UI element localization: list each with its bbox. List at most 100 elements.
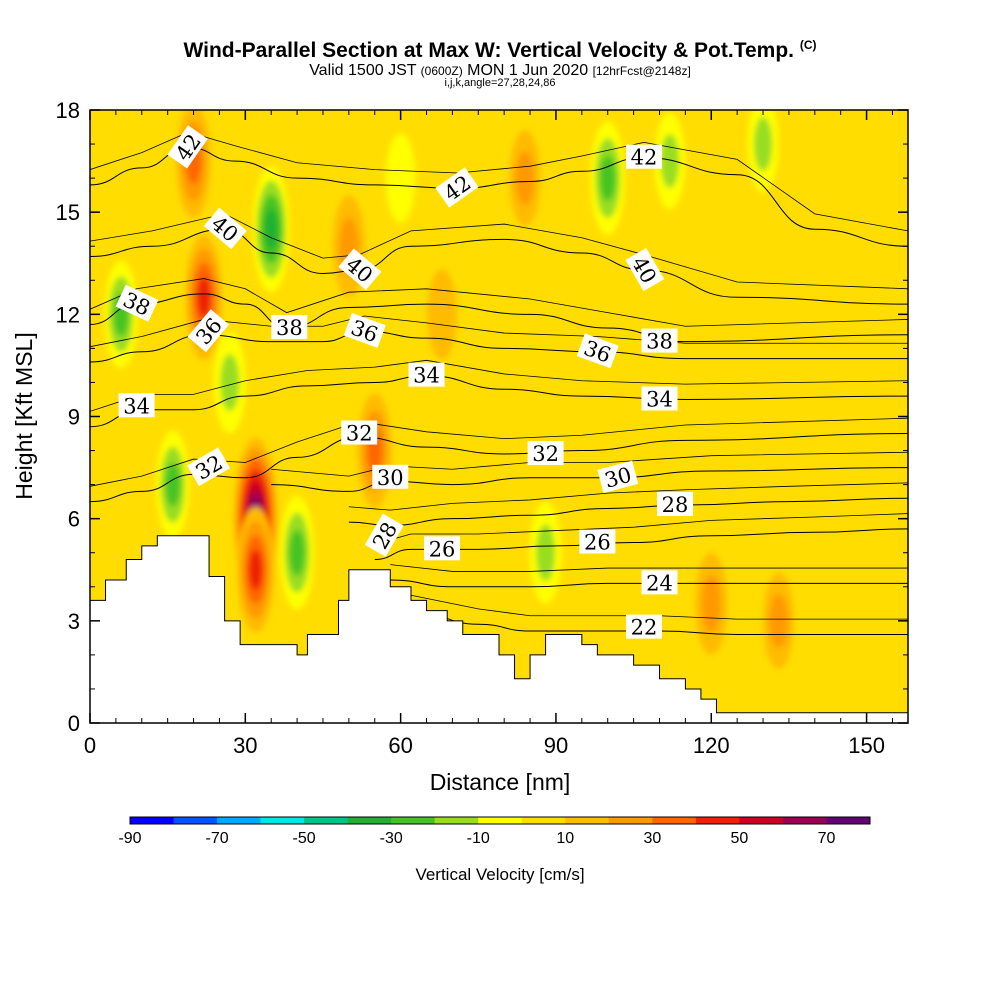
contour-label-text-10: 32 <box>346 422 373 446</box>
contour-label-bg-23 <box>579 529 616 554</box>
velocity-cell-9-ring-0 <box>427 269 457 360</box>
contour-label-11: 34 <box>408 362 445 388</box>
contour-label-19: 38 <box>641 328 678 354</box>
contour-label-bg-17 <box>625 144 662 169</box>
contour-label-bg-9 <box>435 167 479 208</box>
isentrope-38-intermediate <box>90 278 908 327</box>
velocity-cell-12-ring-2 <box>289 529 305 576</box>
x-tick-label: 90 <box>544 733 568 758</box>
contour-label-text-17: 42 <box>631 146 658 170</box>
isentrope-22-intermediate <box>410 594 908 620</box>
contour-label-bg-21 <box>597 460 639 494</box>
contour-label-bg-0 <box>167 125 208 169</box>
x-tick-label: 60 <box>388 733 412 758</box>
isentrope-30-intermediate <box>271 451 908 477</box>
isentrope-24 <box>390 579 908 588</box>
colorbar-swatch <box>826 817 871 824</box>
contour-label-17: 42 <box>625 144 662 170</box>
isentrope-36-intermediate <box>90 315 908 348</box>
velocity-cell-11-ring-1 <box>220 353 240 411</box>
y-tick-label: 15 <box>56 200 80 225</box>
velocity-cell-1-ring-3 <box>248 549 263 590</box>
contour-label-text-15: 32 <box>532 442 559 466</box>
contour-label-text-11: 34 <box>413 364 440 388</box>
chart-title-units: (C) <box>799 38 817 52</box>
contour-label-14: 26 <box>424 536 461 561</box>
velocity-cell-7-ring-1 <box>769 593 788 648</box>
y-axis-label: Height [Kft MSL] <box>11 332 37 499</box>
isentrope-28-intermediate <box>348 482 908 511</box>
contour-label-text-22: 28 <box>662 493 689 517</box>
contour-label-4: 34 <box>118 393 155 418</box>
colorbar-tick-label: 70 <box>818 830 836 847</box>
colorbar-swatch <box>782 817 827 824</box>
velocity-cell-10-ring-3 <box>264 208 279 250</box>
contour-label-6: 38 <box>271 314 308 340</box>
colorbar-title: Vertical Velocity [cm/s] <box>415 865 584 884</box>
contour-label-bg-18 <box>625 247 665 292</box>
contour-label-3: 36 <box>187 309 230 353</box>
contour-label-bg-1 <box>203 207 247 250</box>
isentrope-28 <box>348 497 908 526</box>
contour-label-21: 30 <box>597 460 639 494</box>
colorbar-tick-label: -90 <box>118 830 141 847</box>
colorbar-swatch <box>434 817 479 824</box>
colorbar-swatch <box>565 817 610 824</box>
contour-label-bg-16 <box>576 333 619 369</box>
y-tick-label: 3 <box>68 609 80 634</box>
contour-label-text-24: 24 <box>646 571 673 595</box>
x-tick-label: 150 <box>848 733 885 758</box>
contour-label-text-6: 38 <box>276 316 303 340</box>
contour-label-text-12: 30 <box>377 466 404 490</box>
y-tick-label: 18 <box>56 98 80 123</box>
contour-label-text-19: 38 <box>646 330 673 354</box>
colorbar-swatch <box>608 817 653 824</box>
y-tick-label: 12 <box>56 302 80 327</box>
velocity-cell-19-ring-0 <box>385 133 416 224</box>
colorbar-swatch <box>173 817 218 824</box>
contour-label-bg-24 <box>641 570 678 595</box>
valid-prefix: Valid 1500 JST <box>309 62 417 79</box>
contour-label-bg-15 <box>527 440 564 465</box>
colorbar-swatch <box>739 817 784 824</box>
y-tick-label: 9 <box>68 405 80 430</box>
colorbar-swatch <box>260 817 305 824</box>
colorbar-tick-label: -10 <box>467 830 490 847</box>
contour-label-bg-25 <box>625 614 662 639</box>
colorbar-swatch <box>521 817 566 824</box>
terrain <box>89 535 909 724</box>
velocity-cell-8-ring-1 <box>515 151 535 206</box>
x-tick-label: 120 <box>693 733 730 758</box>
contour-label-bg-2 <box>115 284 159 322</box>
y-tick-label: 6 <box>68 507 80 532</box>
colorbar-swatch <box>695 817 740 824</box>
colorbar-swatch <box>130 817 175 824</box>
contour-label-text-4: 34 <box>123 394 150 418</box>
contour-label-bg-3 <box>187 309 230 353</box>
y-tick-label: 0 <box>68 711 80 736</box>
colorbar-tick-label: 30 <box>643 830 661 847</box>
colorbar-swatch <box>478 817 523 824</box>
isentrope-34-intermediate <box>90 359 908 412</box>
contour-label-22: 28 <box>657 492 694 517</box>
colorbar-tick-label: -50 <box>293 830 316 847</box>
contour-label-12: 30 <box>372 464 409 490</box>
contour-label-bg-8 <box>343 312 386 348</box>
contour-label-bg-19 <box>641 328 678 353</box>
velocity-cell-2-ring-3 <box>197 277 211 318</box>
contour-label-25: 22 <box>625 614 662 640</box>
isentrope-30 <box>271 467 908 492</box>
colorbar-frame <box>129 816 871 825</box>
colorbar-swatch <box>304 817 349 824</box>
x-axis-label: Distance [nm] <box>430 769 571 795</box>
colorbar-swatch <box>652 817 697 824</box>
contour-label-10: 32 <box>341 420 378 446</box>
contour-label-24: 24 <box>641 570 678 595</box>
colorbar: -90 -70 -50 -30 -10 10 30 50 70 <box>118 816 871 847</box>
velocity-cell-18-ring-1 <box>536 524 556 582</box>
chart-title: Wind-Parallel Section at Max W: Vertical… <box>0 38 1000 63</box>
